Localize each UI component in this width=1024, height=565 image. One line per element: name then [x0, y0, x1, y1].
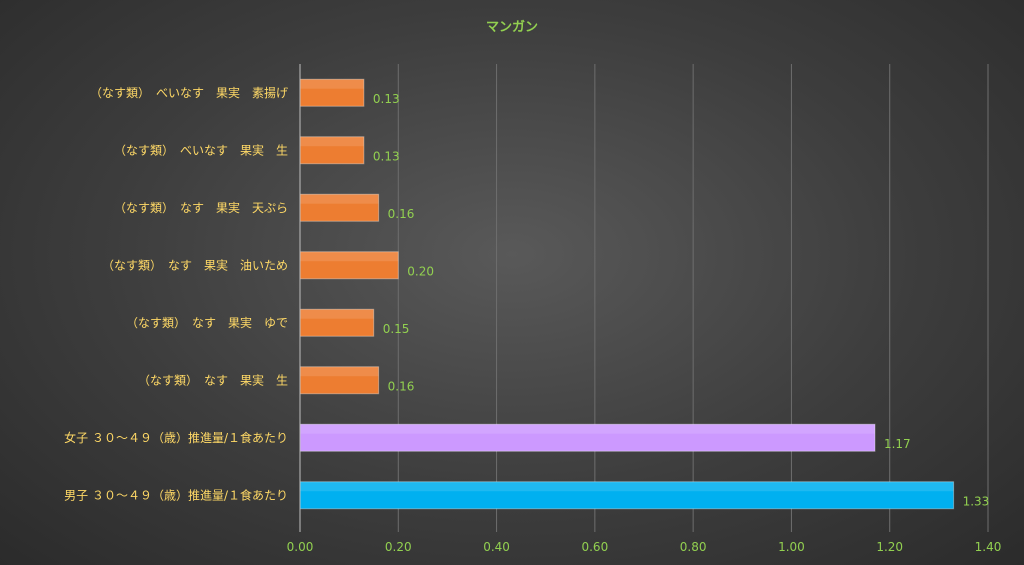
data-label: 0.13 [373, 149, 400, 163]
data-label: 0.16 [388, 379, 415, 393]
bar [299, 193, 380, 222]
bar-highlight [300, 309, 374, 319]
category-label: （なす類） なす 果実 ゆで [126, 315, 288, 330]
data-label: 1.17 [884, 437, 911, 451]
x-tick-label: 0.40 [483, 540, 510, 554]
labels: 0.00 0.20 0.40 0.60 0.80 1.00 1.20 1.40 （なす類） べい… [64, 85, 1001, 554]
bar [299, 136, 365, 165]
bar-highlight [300, 194, 379, 204]
data-label: 1.33 [963, 494, 990, 508]
bar-highlight [300, 424, 875, 434]
data-label: 0.15 [383, 322, 410, 336]
data-label: 0.16 [388, 207, 415, 221]
x-tick-label: 1.20 [876, 540, 903, 554]
category-label: （なす類） べいなす 果実 素揚げ [90, 85, 288, 100]
bar [299, 481, 955, 510]
bar-highlight [300, 366, 379, 377]
category-label: （なす類） なす 果実 生 [138, 372, 288, 387]
category-label: （なす類） べいなす 果実 生 [114, 142, 288, 157]
x-tick-label: 0.80 [680, 540, 707, 554]
x-tick-label: 0.20 [385, 540, 412, 554]
bar-highlight [300, 79, 364, 89]
category-label: 男子 ３０～４９（歳）推進量/１食あたり [64, 487, 288, 502]
bars [299, 78, 955, 510]
bar-highlight [300, 136, 364, 147]
bar-highlight [300, 481, 954, 492]
x-tick-label: 1.00 [778, 540, 805, 554]
x-tick-label: 1.40 [975, 540, 1002, 554]
x-tick-label: 0.60 [581, 540, 608, 554]
data-label: 0.20 [407, 264, 434, 278]
bar [299, 423, 876, 452]
gridlines [397, 64, 989, 532]
data-label: 0.13 [373, 92, 400, 106]
category-label: 女子 ３０～４９（歳）推進量/１食あたり [64, 430, 288, 445]
bar [299, 251, 399, 280]
x-tick-label: 0.00 [287, 540, 314, 554]
chart-title: マンガン [486, 20, 538, 35]
category-label: （なす類） なす 果実 油いため [102, 257, 288, 272]
bar-highlight [300, 251, 399, 262]
category-label: （なす類） なす 果実 天ぷら [114, 200, 288, 215]
